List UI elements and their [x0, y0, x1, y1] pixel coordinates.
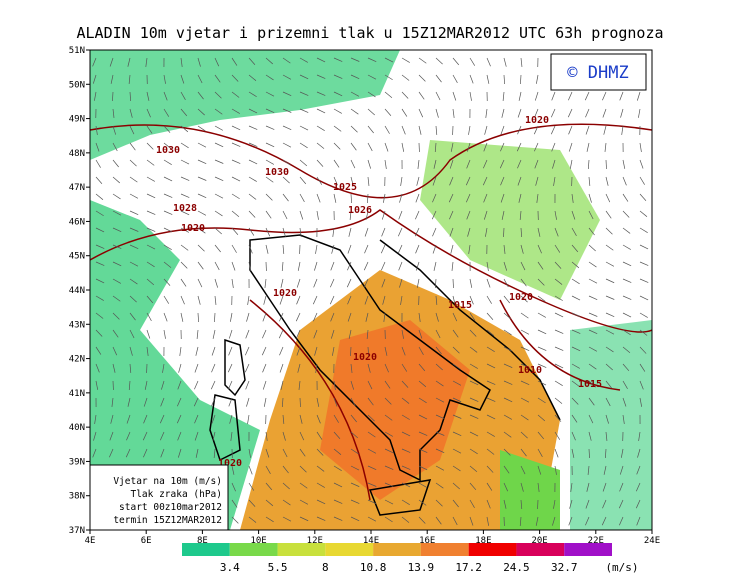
lat-label: 50N: [69, 80, 85, 90]
legend-label: 17.2: [455, 561, 482, 574]
legend-label: 3.4: [220, 561, 240, 574]
color-legend: 3.4 5.5 8 10.8 13.9 17.2 24.5 32.7 (m/s): [182, 543, 639, 574]
isobar-label: 1010: [518, 365, 542, 376]
lat-label: 47N: [69, 183, 85, 193]
legend-label: 32.7: [551, 561, 578, 574]
isobar-label: 1020: [181, 223, 205, 234]
map-title: ALADIN 10m vjetar i prizemni tlak u 15Z1…: [77, 24, 664, 42]
lat-label: 44N: [69, 286, 85, 296]
isobar-label: 1015: [448, 300, 472, 311]
copyright: © DHMZ: [567, 63, 628, 83]
lat-label: 48N: [69, 149, 85, 159]
lon-label: 4E: [85, 536, 96, 546]
legend-swatch: [421, 543, 469, 556]
isobar-label: 1028: [173, 203, 197, 214]
lat-label: 49N: [69, 115, 85, 125]
lat-label: 39N: [69, 457, 85, 467]
lat-label: 51N: [69, 46, 85, 56]
info-line: Vjetar na 10m (m/s): [113, 476, 222, 487]
isobar-label: 1030: [265, 167, 289, 178]
legend-swatch: [564, 543, 612, 556]
legend-label: 5.5: [268, 561, 288, 574]
legend-swatch: [469, 543, 517, 556]
isobar-label: 1026: [348, 205, 372, 216]
lat-label: 43N: [69, 320, 85, 330]
lat-label: 41N: [69, 389, 85, 399]
legend-swatch: [516, 543, 564, 556]
lon-label: 6E: [141, 536, 152, 546]
legend-swatch: [325, 543, 373, 556]
lon-label: 24E: [644, 536, 660, 546]
lat-label: 37N: [69, 526, 85, 536]
lat-label: 40N: [69, 423, 85, 433]
info-line: Tlak zraka (hPa): [130, 489, 222, 500]
legend-label: 13.9: [408, 561, 435, 574]
legend-label: 10.8: [360, 561, 387, 574]
map-area: 1030 1030 1025 1028 1020 1026 1020 1020 1015 1020…: [90, 50, 652, 530]
info-line: start 00z10mar2012: [119, 502, 222, 513]
legend-label: 24.5: [503, 561, 530, 574]
lat-label: 45N: [69, 252, 85, 262]
isobar-label: 1025: [333, 182, 357, 193]
isobar-label: 1030: [156, 145, 180, 156]
info-line: termin 15Z12MAR2012: [113, 515, 222, 526]
isobar-label: 1020: [273, 288, 297, 299]
isobar-label: 1020: [509, 292, 533, 303]
legend-unit: (m/s): [605, 561, 638, 574]
legend-swatch: [373, 543, 421, 556]
isobar-label: 1020: [353, 352, 377, 363]
isobar-label: 1015: [578, 379, 602, 390]
legend-swatch: [278, 543, 326, 556]
legend-label: 8: [322, 561, 329, 574]
isobar-label: 1020: [525, 115, 549, 126]
lat-label: 38N: [69, 492, 85, 502]
lat-label: 46N: [69, 217, 85, 227]
legend-swatch: [230, 543, 278, 556]
legend-swatch: [182, 543, 230, 556]
lat-label: 42N: [69, 355, 85, 365]
